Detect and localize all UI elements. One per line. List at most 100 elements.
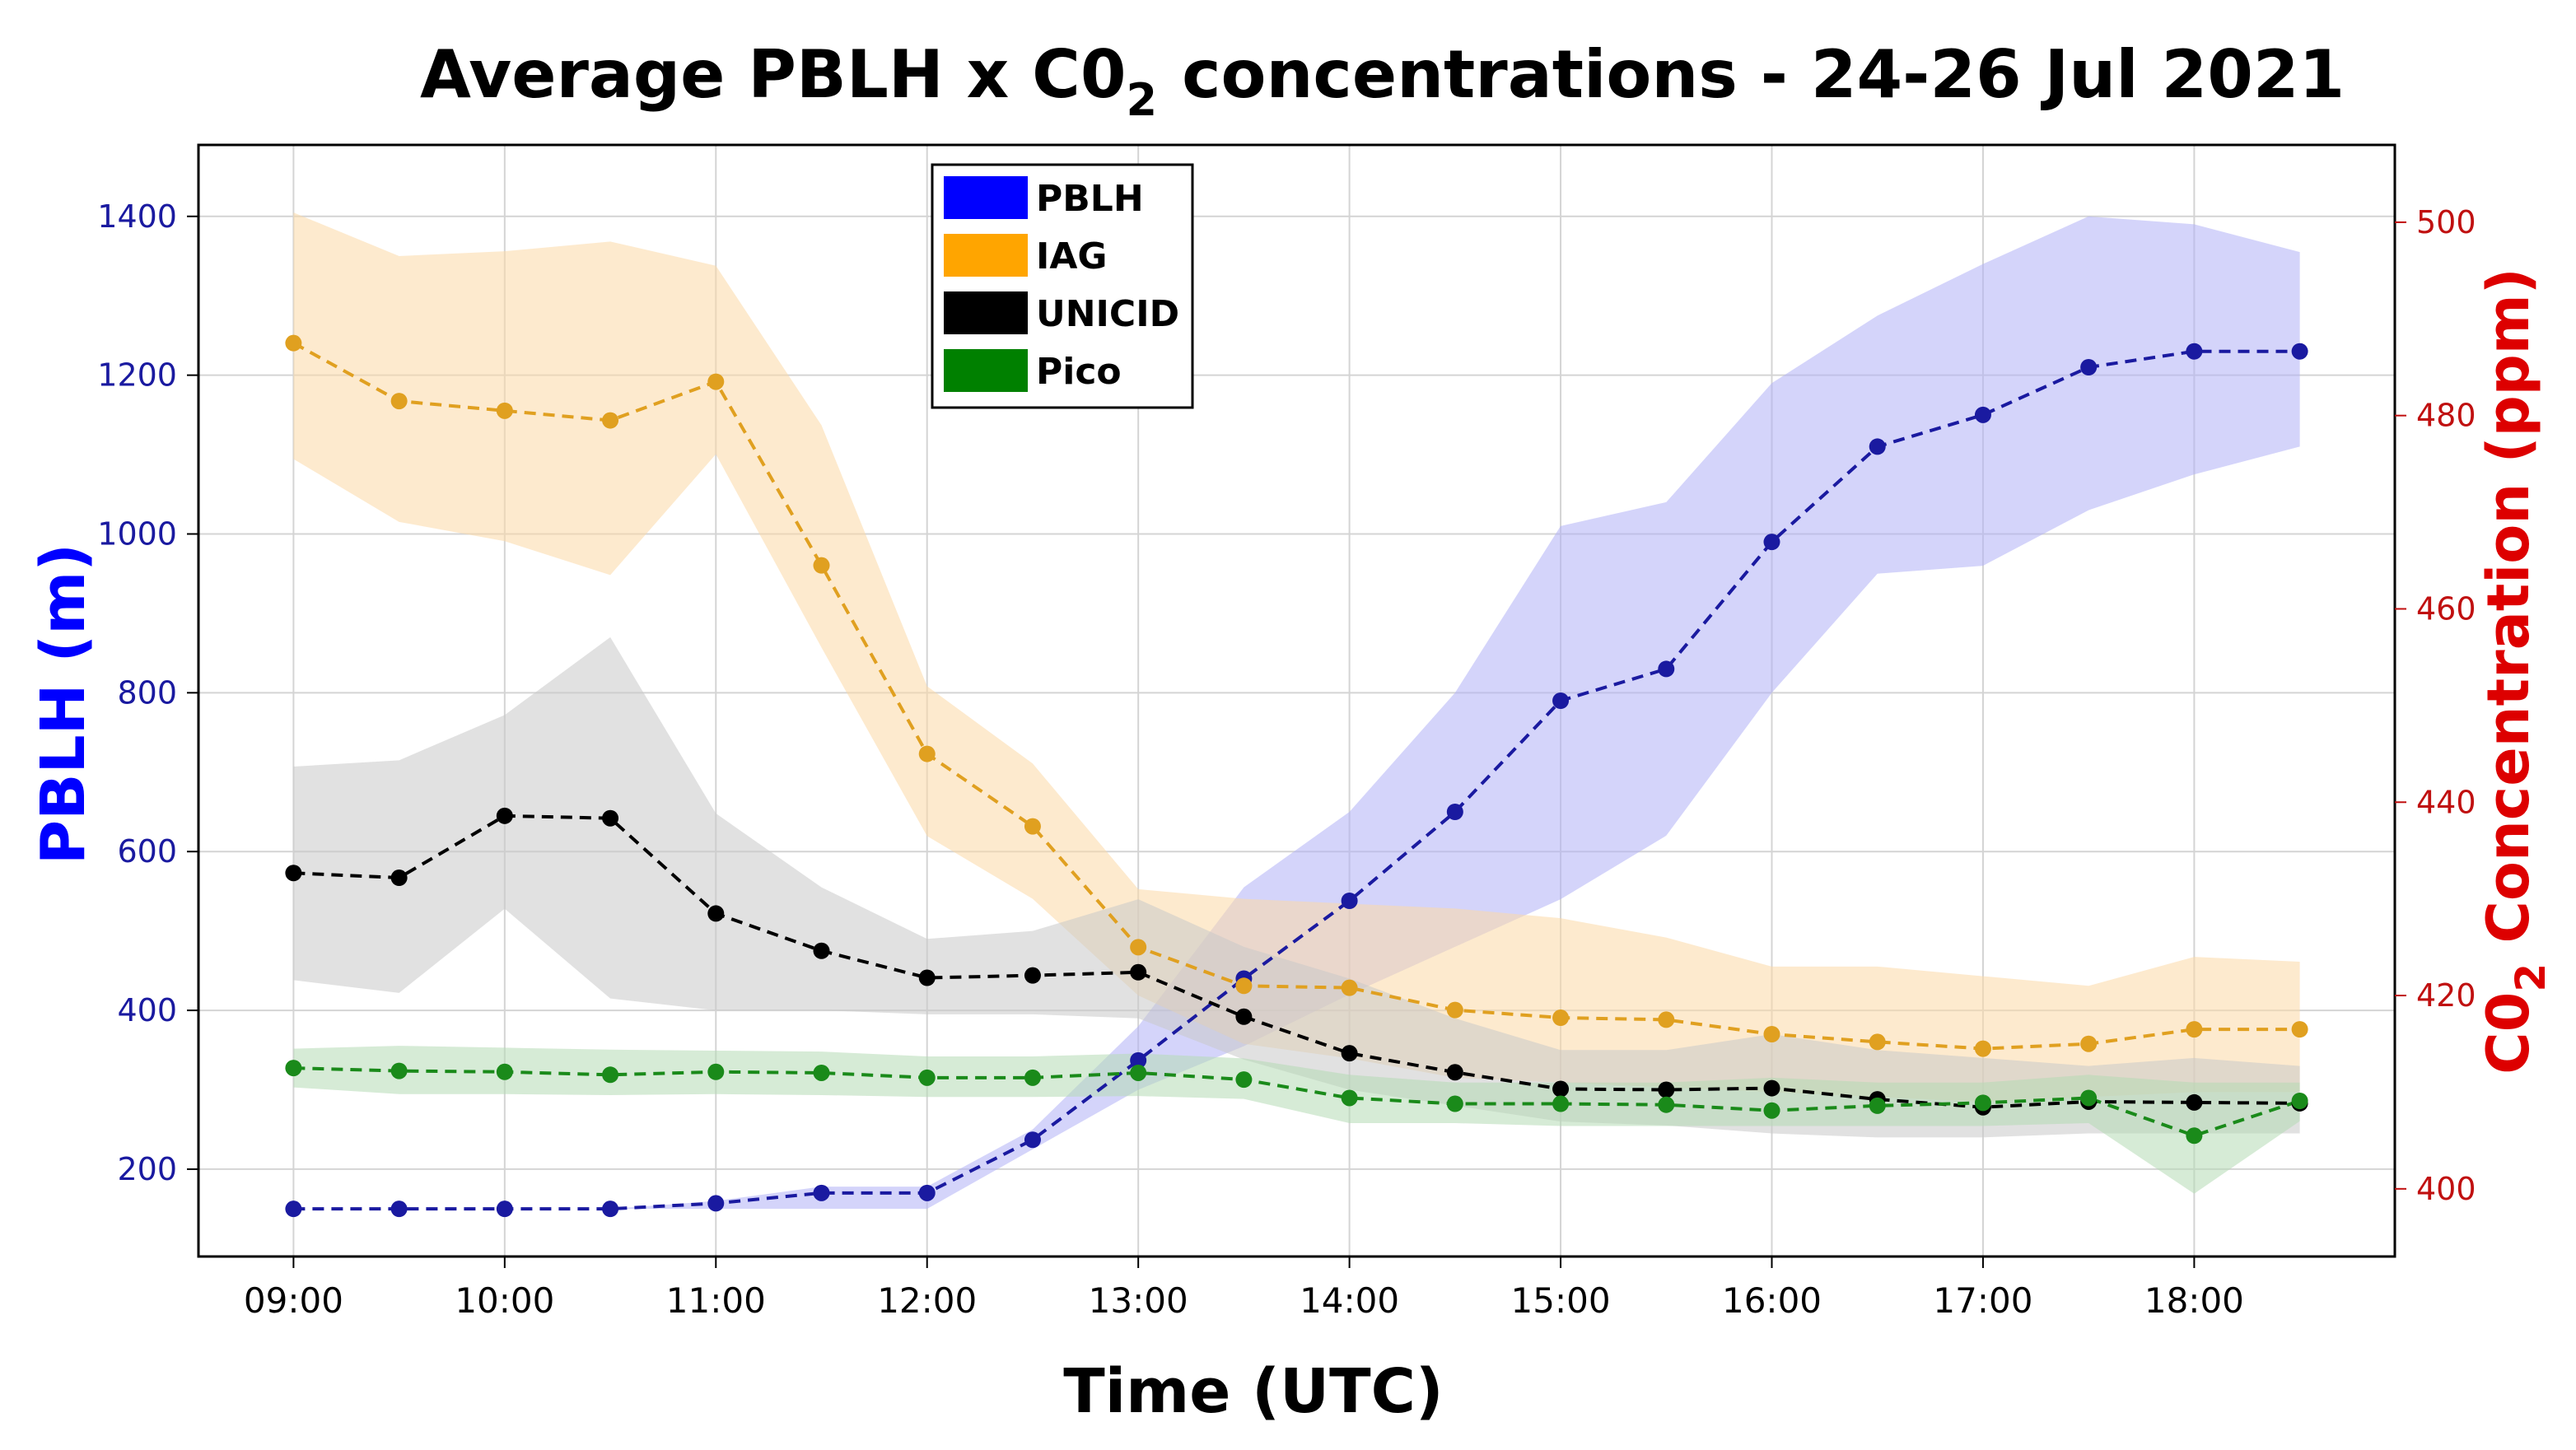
pblh-point xyxy=(813,1184,830,1201)
y-right-axis-label: C02 Concentration (ppm) xyxy=(2475,268,2555,1074)
unicid-legend-label: UNICID xyxy=(1036,293,1179,335)
iag-line xyxy=(292,341,2300,1051)
iag-point xyxy=(2186,1021,2203,1038)
iag-point xyxy=(1130,939,1147,956)
y-left-axis-label: PBLH (m) xyxy=(28,543,99,865)
pblh-point xyxy=(1024,1131,1041,1149)
pico-point xyxy=(1974,1094,1991,1112)
pico-legend-swatch xyxy=(944,349,1028,392)
pblh-point xyxy=(2080,359,2098,375)
pblh-point xyxy=(1130,1051,1147,1069)
x-tick-label: 18:00 xyxy=(2144,1280,2244,1321)
y-right-tick-label: 420 xyxy=(2416,977,2476,1014)
pico-point xyxy=(285,1060,302,1077)
iag-band xyxy=(293,212,2300,1103)
y-left-tick-label: 800 xyxy=(117,674,177,711)
pblh-point xyxy=(496,1201,513,1218)
iag-point xyxy=(2291,1021,2308,1038)
unicid-point xyxy=(707,905,725,922)
pico-point xyxy=(707,1063,725,1080)
series-lines xyxy=(292,341,2301,1211)
pblh-point xyxy=(1341,893,1358,909)
pblh-point xyxy=(2186,343,2203,360)
iag-point xyxy=(1869,1033,1886,1051)
unicid-point xyxy=(496,807,513,824)
pico-point xyxy=(813,1064,830,1081)
pico-point xyxy=(1235,1071,1253,1089)
unicid-point xyxy=(1341,1045,1358,1062)
pblh-point xyxy=(602,1201,619,1218)
pico-point xyxy=(1024,1069,1041,1086)
x-tick-label: 12:00 xyxy=(877,1280,977,1321)
pblh-line xyxy=(293,349,2300,1211)
iag-point xyxy=(1974,1040,1991,1057)
x-tick-label: 15:00 xyxy=(1511,1280,1611,1321)
x-tick-label: 10:00 xyxy=(455,1280,554,1321)
pblh-point xyxy=(390,1201,408,1218)
pico-point xyxy=(1658,1096,1675,1113)
x-tick-label: 17:00 xyxy=(1933,1280,2032,1321)
x-tick-label: 13:00 xyxy=(1089,1280,1188,1321)
iag-point xyxy=(813,557,830,574)
iag-point xyxy=(707,373,725,390)
legend: PBLH IAG UNICID Pico xyxy=(931,163,1194,409)
unicid-point xyxy=(1446,1064,1463,1081)
pico-point xyxy=(496,1063,513,1080)
y-left-tick-label: 1200 xyxy=(97,357,177,394)
y-left-tick-label: 200 xyxy=(117,1151,177,1187)
pico-point xyxy=(2291,1093,2308,1109)
iag-point xyxy=(1024,818,1041,835)
pblh-point xyxy=(1974,406,1991,423)
unicid-point xyxy=(1235,1008,1253,1025)
iag-point xyxy=(1552,1009,1570,1027)
x-tick-label: 16:00 xyxy=(1722,1280,1822,1321)
unicid-point xyxy=(602,809,619,827)
y-left-tick-label: 1400 xyxy=(97,198,177,235)
iag-legend-label: IAG xyxy=(1036,235,1108,277)
pico-point xyxy=(390,1062,408,1079)
unicid-point xyxy=(2186,1093,2203,1111)
plot-frame xyxy=(197,143,2396,1258)
chart-title: Average PBLH x C02 concentrations - 24-26… xyxy=(420,36,2345,126)
iag-point xyxy=(1446,1001,1463,1019)
y-right-tick-label: 480 xyxy=(2416,398,2476,434)
y-right-axis-ticks: 400 420 440 460 480 500 xyxy=(2395,204,2476,1207)
x-tick-label: 09:00 xyxy=(244,1280,343,1321)
y-right-tick-label: 400 xyxy=(2416,1171,2476,1207)
iag-point xyxy=(390,393,408,410)
unicid-point xyxy=(918,969,936,986)
pblh-legend-swatch xyxy=(944,176,1028,219)
iag-point xyxy=(496,402,513,419)
x-axis-label: Time (UTC) xyxy=(1063,1356,1443,1427)
pico-line xyxy=(293,1066,2301,1138)
iag-point xyxy=(918,745,936,762)
iag-point xyxy=(1235,977,1253,995)
x-tick-label: 11:00 xyxy=(666,1280,766,1321)
pblh-point xyxy=(918,1184,936,1201)
pico-point xyxy=(602,1066,619,1084)
y-right-tick-label: 440 xyxy=(2416,784,2476,820)
iag-point xyxy=(1763,1026,1780,1042)
unicid-point xyxy=(1024,967,1041,984)
y-left-axis-ticks: 200 400 600 800 1000 1200 1400 xyxy=(97,198,198,1187)
y-left-tick-label: 600 xyxy=(117,833,177,870)
unicid-point xyxy=(1130,963,1147,981)
unicid-legend-swatch xyxy=(944,291,1028,334)
unicid-point xyxy=(390,870,408,887)
unicid-point xyxy=(813,942,830,959)
pblh-point xyxy=(1763,534,1780,551)
pico-point xyxy=(2080,1089,2098,1107)
pblh-point xyxy=(1869,438,1886,455)
pblh-point xyxy=(1446,804,1463,820)
y-left-tick-label: 1000 xyxy=(97,516,177,552)
pico-legend-label: Pico xyxy=(1036,351,1122,393)
iag-point xyxy=(2080,1035,2098,1052)
iag-legend-swatch xyxy=(944,234,1028,277)
unicid-point xyxy=(1763,1079,1780,1097)
iag-point xyxy=(285,334,302,352)
pico-band xyxy=(293,1046,2300,1194)
y-left-tick-label: 400 xyxy=(117,992,177,1028)
pblh-point xyxy=(285,1201,302,1218)
x-axis-ticks: 09:00 10:00 11:00 12:00 13:00 14:00 15:00 16:00… xyxy=(244,1257,2244,1321)
